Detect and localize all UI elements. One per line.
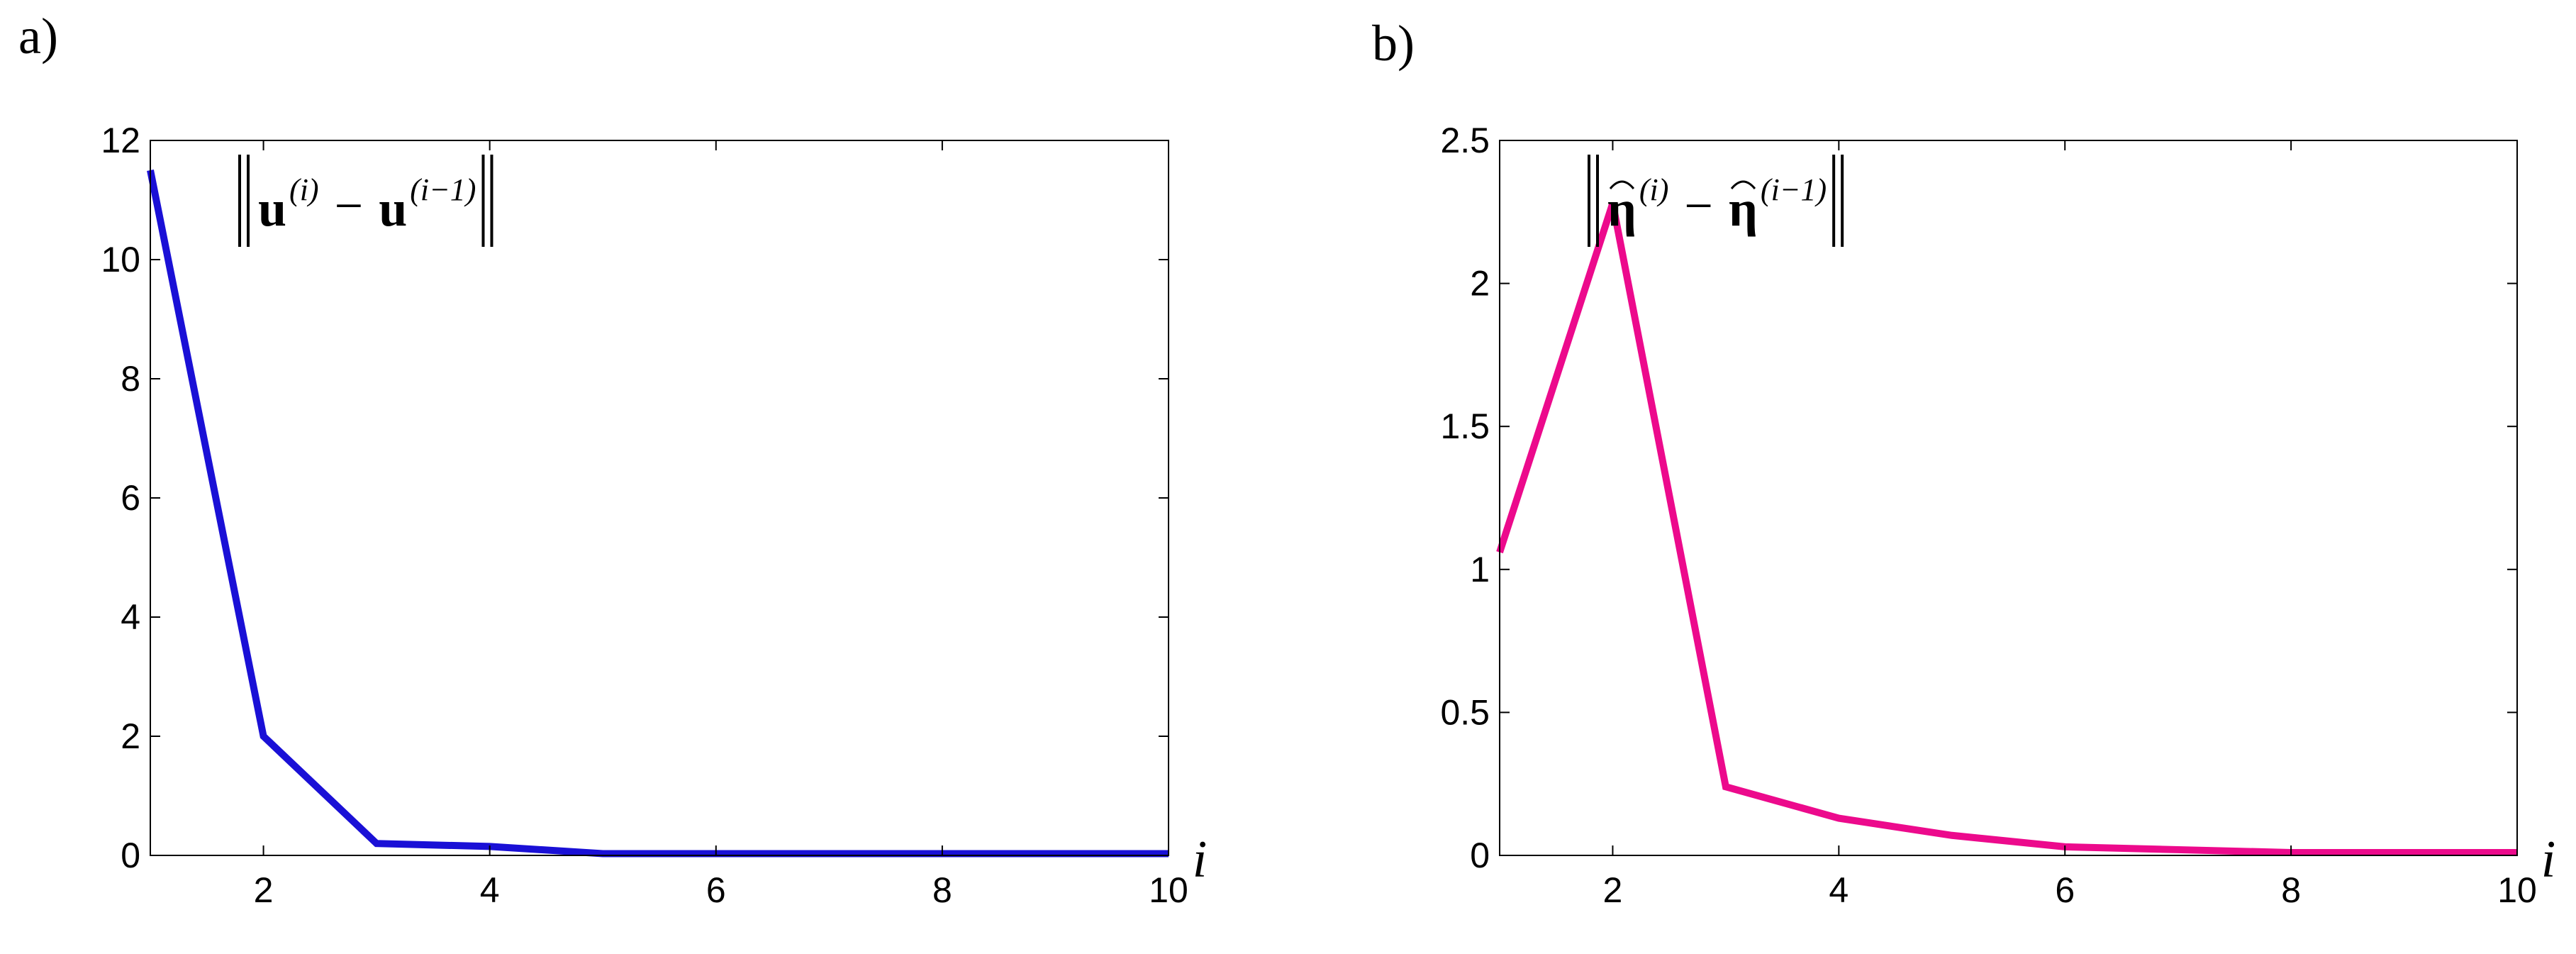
chart-b-y-tick-label: 0: [1470, 836, 1490, 875]
chart-b-x-tick-label: 8: [2281, 870, 2301, 910]
chart-a-x-tick-label: 2: [254, 870, 274, 910]
chart-b-annotation-sup2: (i−1): [1761, 172, 1827, 207]
chart-a-annotation-sup1: (i): [289, 172, 319, 207]
chart-b-y-tick-label: 0.5: [1440, 692, 1490, 732]
chart-b-y-tick-label: 2: [1470, 264, 1490, 304]
chart-b-axes-box: [1499, 140, 2518, 856]
chart-a-x-tick-label: 8: [932, 870, 952, 910]
chart-b-hat-mark: [1730, 180, 1756, 189]
chart-b-y-tick-label: 1: [1470, 550, 1490, 589]
chart-a-y-tick-label: 4: [121, 597, 140, 637]
chart-a-annotation: u (i) − u (i−1): [238, 155, 494, 247]
panel-a-label: a): [18, 8, 58, 65]
chart-a-x-tick-label: 6: [706, 870, 726, 910]
chart-b-x-axis-label: i: [2541, 831, 2556, 889]
chart-a-annotation-sup2: (i−1): [410, 172, 476, 207]
panel-b-label: b): [1372, 15, 1415, 72]
chart-b-x-tick-label: 10: [2497, 870, 2537, 910]
chart-b-annotation-sup1: (i): [1639, 172, 1669, 207]
chart-a-y-tick-label: 8: [121, 359, 140, 399]
chart-b-annotation-minus: −: [1684, 177, 1713, 234]
chart-b-annotation-base2: η: [1729, 180, 1758, 237]
chart-b-annotation: η (i) − η (i−1): [1588, 155, 1844, 247]
chart-b-annotation-base: η: [1607, 180, 1637, 237]
chart-a-annotation-base2: u: [379, 180, 407, 237]
chart-b-series-line: [1496, 202, 2517, 856]
chart-a-x-tick-label: 10: [1149, 870, 1188, 910]
chart-b-y-tick-label: 2.5: [1440, 121, 1490, 160]
chart-a-y-tick-label: 12: [101, 121, 140, 160]
chart-b-y-tick-label: 1.5: [1440, 406, 1490, 446]
chart-a-x-tick-label: 4: [480, 870, 500, 910]
chart-a-x-axis-label: i: [1193, 831, 1208, 889]
chart-a-annotation-base: u: [258, 180, 286, 237]
chart-b-x-tick-label: 4: [1829, 870, 1849, 910]
chart-a-annotation-minus: −: [335, 177, 364, 234]
chart-a-y-tick-label: 2: [121, 716, 140, 756]
chart-b-hat-mark: [1609, 180, 1635, 189]
chart-a-y-tick-label: 6: [121, 478, 140, 518]
chart-a-y-tick-label: 0: [121, 836, 140, 875]
chart-b-x-tick-label: 6: [2055, 870, 2075, 910]
chart-a-y-tick-label: 10: [101, 240, 140, 279]
chart-a-series-line: [147, 170, 1169, 858]
chart-b-x-tick-label: 2: [1603, 870, 1623, 910]
chart-a-axes-box: [150, 140, 1169, 856]
